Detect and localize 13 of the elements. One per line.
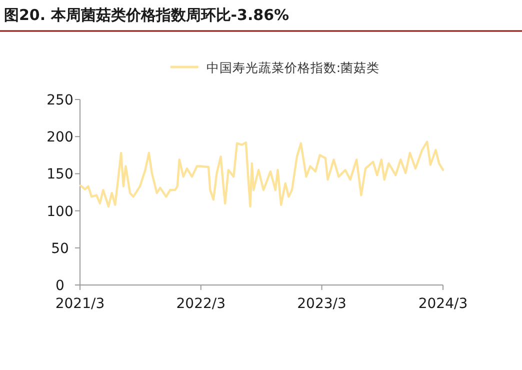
x-tick-label: 2021/3 xyxy=(55,296,105,312)
x-tick-label: 2022/3 xyxy=(176,296,226,312)
y-tick-label: 250 xyxy=(46,92,74,108)
x-tick-label: 2024/3 xyxy=(418,296,468,312)
y-tick-label: 150 xyxy=(46,166,74,183)
y-tick-label: 0 xyxy=(56,278,64,294)
y-tick-label: 50 xyxy=(51,240,69,257)
y-tick-label: 100 xyxy=(46,204,74,220)
y-tick-label: 200 xyxy=(46,130,74,146)
x-tick-label: 2023/3 xyxy=(297,296,346,312)
legend-label: 中国寿光蔬菜价格指数:菌菇类 xyxy=(206,60,380,75)
chart-title: 图20. 本周菌菇类价格指数周环比-3.86% xyxy=(4,6,290,24)
line-series xyxy=(80,140,444,208)
